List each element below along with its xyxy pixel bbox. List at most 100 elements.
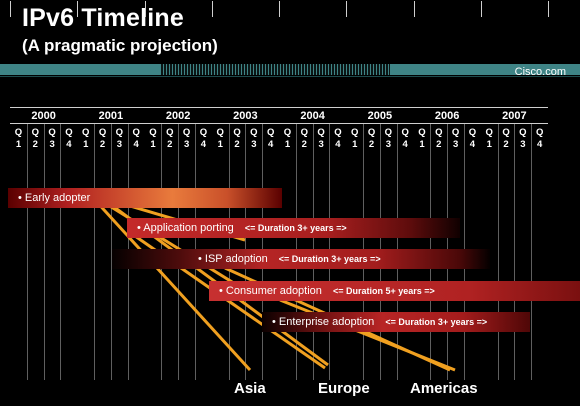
quarter-prefix: Q <box>300 127 308 138</box>
quarter-prefix: Q <box>468 127 477 138</box>
year-gridline <box>279 1 280 17</box>
year-label: 2004 <box>300 110 325 122</box>
quarter-number: 4 <box>335 139 341 150</box>
quarter-number: 4 <box>268 139 274 150</box>
quarter-number: 3 <box>520 139 526 150</box>
phase-duration: <= Duration 3+ years => <box>385 317 488 327</box>
timeline-grid <box>10 107 548 381</box>
quarter-prefix: Q <box>216 127 224 138</box>
region-label: Europe <box>318 380 370 397</box>
quarter-prefix: Q <box>65 127 73 138</box>
quarter-prefix: Q <box>266 127 275 138</box>
quarter-number: 4 <box>66 139 72 150</box>
phase-bar: • Application porting <= Duration 3+ yea… <box>127 218 460 238</box>
quarter-prefix: Q <box>451 127 460 138</box>
quarter-prefix: Q <box>502 127 510 138</box>
quarter-prefix: Q <box>485 127 493 138</box>
year-label: 2002 <box>165 110 191 122</box>
quarter-gridline <box>531 124 532 380</box>
quarter-prefix: Q <box>14 127 23 138</box>
phase-label: • Enterprise adoption <box>272 316 375 328</box>
slide-title: IPv6 Timeline <box>22 4 184 32</box>
phase-bar: • Consumer adoption <= Duration 5+ years… <box>209 281 580 301</box>
quarter-prefix: Q <box>351 127 359 138</box>
quarter-prefix: Q <box>283 127 292 138</box>
quarter-prefix: Q <box>418 127 426 138</box>
phase-label: • Consumer adoption <box>219 285 322 297</box>
phase-label: • ISP adoption <box>198 253 268 265</box>
quarter-gridline <box>498 124 499 380</box>
quarter-prefix: Q <box>31 127 39 138</box>
quarter-prefix: Q <box>435 127 443 138</box>
quarter-prefix: Q <box>519 127 527 138</box>
quarter-number: 1 <box>217 139 223 150</box>
quarter-number: 2 <box>167 139 173 150</box>
quarter-number: 3 <box>385 139 392 150</box>
quarter-number: 4 <box>537 139 543 150</box>
quarter-number: 4 <box>402 139 408 150</box>
phase-label: • Early adopter <box>18 192 91 204</box>
quarter-number: 2 <box>368 139 375 150</box>
brand-label: Cisco.com <box>514 66 566 78</box>
year-label: 2006 <box>434 110 460 122</box>
year-label: 2001 <box>98 110 124 122</box>
quarter-prefix: Q <box>401 127 409 138</box>
quarter-number: 3 <box>183 139 190 150</box>
year-label: 2003 <box>233 110 258 122</box>
quarter-prefix: Q <box>250 127 258 138</box>
quarter-prefix: Q <box>317 127 325 138</box>
quarter-prefix: Q <box>182 127 191 138</box>
quarter-prefix: Q <box>132 127 140 138</box>
year-gridline <box>145 1 146 17</box>
quarter-gridline <box>514 124 515 380</box>
quarter-number: 3 <box>49 139 55 150</box>
year-gridline <box>77 1 78 17</box>
adoption-line <box>99 198 246 292</box>
quarter-number: 2 <box>234 139 240 150</box>
header-band-rule <box>0 76 580 77</box>
year-gridline <box>212 1 213 17</box>
quarter-number: 1 <box>486 139 492 150</box>
quarter-prefix: Q <box>199 127 208 138</box>
quarter-number: 2 <box>32 139 38 150</box>
quarter-number: 1 <box>419 139 425 150</box>
quarter-prefix: Q <box>48 127 56 138</box>
quarter-number: 4 <box>200 139 207 150</box>
header-band-right <box>390 64 580 75</box>
year-gridline <box>481 1 482 17</box>
year-label: 2005 <box>367 110 393 122</box>
header-band <box>0 64 160 75</box>
quarter-number: 1 <box>83 139 89 150</box>
region-label: Americas <box>410 380 478 397</box>
quarter-number: 1 <box>284 139 291 150</box>
year-gridline <box>346 1 347 17</box>
year-row: 2000 2001 2002 2003 2004 2005 2006 2007 <box>10 107 548 124</box>
phase-duration: <= Duration 3+ years => <box>244 223 347 233</box>
quarter-gridline <box>44 124 45 380</box>
quarter-prefix: Q <box>233 127 241 138</box>
year-label: 2000 <box>31 110 56 122</box>
quarter-prefix: Q <box>149 127 157 138</box>
